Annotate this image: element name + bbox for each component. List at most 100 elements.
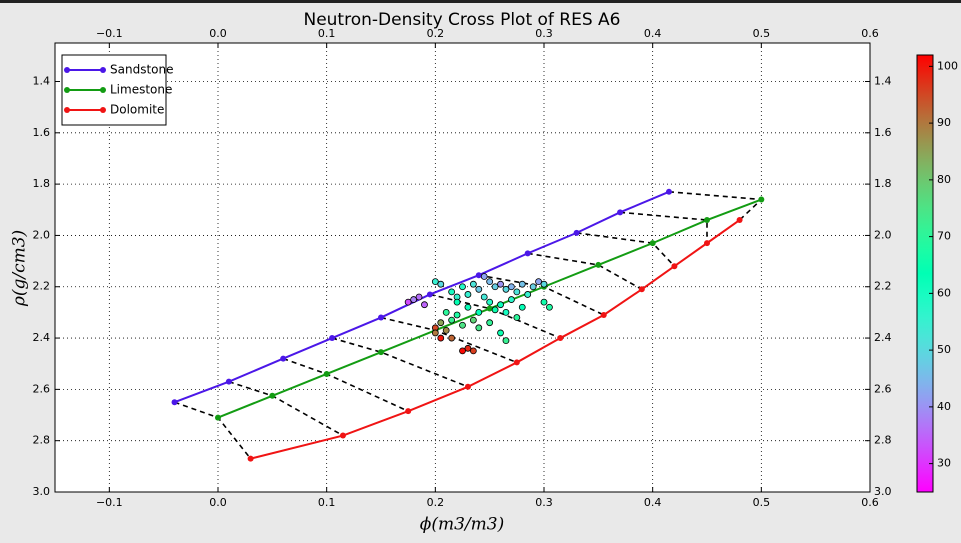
scatter-point [497, 301, 504, 309]
series-marker [524, 250, 531, 257]
colorbar-tick-label: 90 [937, 116, 951, 129]
legend-marker [64, 87, 70, 93]
legend-marker [64, 67, 70, 73]
y-tick-label-right: 2.4 [874, 331, 892, 344]
scatter-point [529, 283, 537, 291]
scatter-point [453, 311, 461, 319]
series-marker [426, 291, 433, 298]
x-tick-label: 0.2 [427, 496, 445, 509]
series-marker [339, 432, 346, 439]
series-marker [736, 217, 743, 224]
scatter-point [459, 321, 466, 329]
scatter-point [546, 303, 553, 311]
scatter-point [480, 273, 488, 280]
y-tick-label-right: 2.0 [874, 228, 892, 241]
series-marker [595, 261, 602, 268]
scatter-point [486, 319, 494, 327]
series-marker [704, 217, 710, 224]
x-tick-label: 0.5 [753, 496, 771, 509]
x-tick-label-top: −0.1 [96, 27, 123, 40]
x-tick-label: 0.0 [209, 496, 227, 509]
scatter-point [491, 283, 499, 291]
scatter-point [513, 314, 521, 321]
legend: Sandstone Limestone Dolomite [61, 54, 173, 126]
colorbar-tick-label: 100 [937, 59, 958, 72]
y-tick-label: 2.8 [33, 434, 51, 447]
colorbar: 30 40 50 60 70 80 90 100 [916, 54, 958, 493]
series-marker [171, 399, 178, 406]
tie-line [429, 293, 561, 339]
colorbar-tick-label: 30 [937, 457, 951, 470]
y-tick-label: 2.6 [33, 382, 51, 395]
series-marker [378, 314, 384, 321]
scatter-point [448, 316, 456, 324]
colorbar-tick-label: 50 [937, 343, 951, 356]
series-marker [280, 355, 287, 362]
series-marker [378, 349, 384, 356]
legend-marker [100, 87, 106, 93]
scatter-point [524, 291, 532, 298]
x-tick-label-top: 0.0 [209, 27, 227, 40]
plot-frame [54, 42, 871, 493]
y-tick-label: 2.2 [33, 280, 51, 293]
x-tick-label: 0.1 [318, 496, 336, 509]
scatter-point [475, 285, 483, 293]
legend-label: Dolomite [110, 103, 164, 117]
colorbar-tick-label: 80 [937, 173, 951, 186]
series-marker [649, 240, 656, 247]
scatter-point [475, 324, 483, 332]
scatter-point [480, 293, 488, 301]
scatter-point [464, 291, 472, 298]
legend-marker [100, 67, 106, 73]
scatter-point [513, 288, 521, 296]
series-marker [475, 272, 482, 279]
y-tick-label-right: 1.8 [874, 177, 892, 190]
scatter-point [507, 283, 515, 291]
scatter-point [535, 278, 542, 286]
x-tick-label: 0.4 [644, 496, 662, 509]
grid: −0.1 −0.1 0.0 0.0 0.1 0.1 0.2 0.2 0.3 0.3 0.4 0.4 0.… [33, 27, 892, 509]
series-marker [405, 408, 412, 415]
series-marker [671, 263, 678, 270]
scatter-point [486, 278, 494, 286]
scatter-point [410, 296, 418, 303]
scatter-point [437, 280, 445, 288]
x-axis-label: ϕ(m3/m3) [420, 515, 504, 535]
series-marker [269, 392, 276, 399]
scatter-point [540, 280, 548, 288]
y-axis-label: ρ(g/cm3) [10, 230, 30, 307]
y-tick-label: 1.8 [33, 177, 51, 190]
y-tick-label-right: 2.8 [874, 434, 892, 447]
series-marker [513, 359, 520, 366]
x-tick-label-top: 0.3 [535, 27, 553, 40]
series-marker [323, 370, 330, 377]
plot-area [55, 43, 870, 492]
x-tick-label-top: 0.4 [644, 27, 662, 40]
series-marker [225, 378, 232, 385]
colorbar-tick-label: 70 [937, 230, 951, 243]
scatter-point [518, 303, 526, 311]
scatter-point [469, 316, 477, 324]
scatter-point [486, 298, 494, 306]
y-tick-label-right: 3.0 [874, 485, 892, 498]
scatter-point [459, 283, 466, 291]
y-tick-label: 1.4 [33, 74, 51, 87]
scatter-point [442, 326, 450, 334]
scatter-point [404, 298, 412, 306]
x-tick-label-top: 0.6 [861, 27, 879, 40]
scatter-point [464, 344, 472, 352]
tie-line [619, 211, 708, 244]
scatter-point [459, 347, 466, 355]
series-marker [704, 240, 710, 247]
scatter-point [491, 306, 499, 314]
scatter-point [431, 278, 439, 286]
legend-label: Sandstone [110, 63, 173, 77]
series-marker [557, 335, 564, 342]
scatter-point [431, 329, 439, 337]
series-marker [617, 209, 624, 216]
y-tick-label-right: 1.6 [874, 126, 892, 139]
scatter-point [518, 280, 526, 288]
scatter-point [415, 293, 423, 301]
x-tick-label-top: 0.2 [427, 27, 445, 40]
scatter-point [502, 308, 510, 316]
